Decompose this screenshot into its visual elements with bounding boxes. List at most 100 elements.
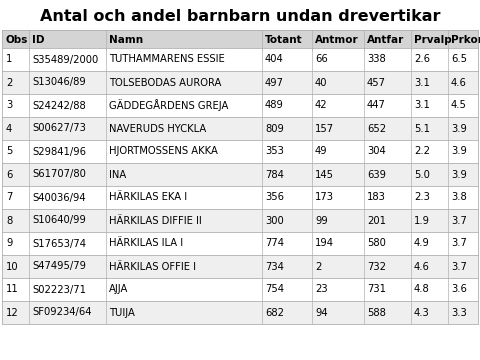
Text: 2.2: 2.2 xyxy=(414,147,430,157)
Text: Antmor: Antmor xyxy=(315,35,359,45)
Text: 11: 11 xyxy=(6,284,19,294)
Text: 4.8: 4.8 xyxy=(414,284,430,294)
Text: 40: 40 xyxy=(315,77,327,87)
Text: 9: 9 xyxy=(6,238,12,248)
Text: 2.3: 2.3 xyxy=(414,193,430,202)
Text: 3.9: 3.9 xyxy=(451,123,467,134)
Text: 489: 489 xyxy=(265,100,284,111)
Text: 4.5: 4.5 xyxy=(451,100,467,111)
Bar xyxy=(2,301,478,324)
Text: GÄDDEGÅRDENS GREJA: GÄDDEGÅRDENS GREJA xyxy=(109,100,228,112)
Text: 588: 588 xyxy=(367,307,386,318)
Bar xyxy=(2,117,478,140)
Text: 353: 353 xyxy=(265,147,284,157)
Text: INA: INA xyxy=(109,170,126,180)
Text: 42: 42 xyxy=(315,100,328,111)
Text: 4.6: 4.6 xyxy=(451,77,467,87)
Text: Totant: Totant xyxy=(265,35,302,45)
Text: 183: 183 xyxy=(367,193,386,202)
Text: 1.9: 1.9 xyxy=(414,216,430,225)
Text: 6.5: 6.5 xyxy=(451,54,467,64)
Text: 652: 652 xyxy=(367,123,386,134)
Text: 173: 173 xyxy=(315,193,334,202)
Text: 10: 10 xyxy=(6,261,19,271)
Text: 639: 639 xyxy=(367,170,386,180)
Text: 157: 157 xyxy=(315,123,334,134)
Text: S13046/89: S13046/89 xyxy=(32,77,86,87)
Text: 774: 774 xyxy=(265,238,284,248)
Text: 3.7: 3.7 xyxy=(451,238,467,248)
Text: 12: 12 xyxy=(6,307,19,318)
Text: S40036/94: S40036/94 xyxy=(32,193,85,202)
Bar xyxy=(2,186,478,209)
Text: 4.9: 4.9 xyxy=(414,238,430,248)
Text: 194: 194 xyxy=(315,238,334,248)
Text: 3.9: 3.9 xyxy=(451,147,467,157)
Text: 682: 682 xyxy=(265,307,284,318)
Text: 300: 300 xyxy=(265,216,284,225)
Text: HÄRKILAS DIFFIE II: HÄRKILAS DIFFIE II xyxy=(109,216,202,225)
Text: Prkorr: Prkorr xyxy=(451,35,480,45)
Text: 8: 8 xyxy=(6,216,12,225)
Text: HÄRKILAS ILA I: HÄRKILAS ILA I xyxy=(109,238,183,248)
Text: 734: 734 xyxy=(265,261,284,271)
Text: S29841/96: S29841/96 xyxy=(32,147,86,157)
Text: Antfar: Antfar xyxy=(367,35,404,45)
Text: 457: 457 xyxy=(367,77,386,87)
Text: NAVERUDS HYCKLA: NAVERUDS HYCKLA xyxy=(109,123,206,134)
Bar xyxy=(2,278,478,301)
Text: 497: 497 xyxy=(265,77,284,87)
Text: TUIJA: TUIJA xyxy=(109,307,135,318)
Text: 809: 809 xyxy=(265,123,284,134)
Text: 94: 94 xyxy=(315,307,328,318)
Text: S61707/80: S61707/80 xyxy=(32,170,86,180)
Text: 3.8: 3.8 xyxy=(451,193,467,202)
Text: S47495/79: S47495/79 xyxy=(32,261,86,271)
Text: 580: 580 xyxy=(367,238,386,248)
Text: TOLSEBODAS AURORA: TOLSEBODAS AURORA xyxy=(109,77,221,87)
Text: 1: 1 xyxy=(6,54,12,64)
Text: S02223/71: S02223/71 xyxy=(32,284,86,294)
Text: Obs: Obs xyxy=(6,35,28,45)
Text: 3.7: 3.7 xyxy=(451,216,467,225)
Bar xyxy=(2,94,478,117)
Text: S10640/99: S10640/99 xyxy=(32,216,86,225)
Text: 5: 5 xyxy=(6,147,12,157)
Text: 23: 23 xyxy=(315,284,328,294)
Text: 49: 49 xyxy=(315,147,328,157)
Text: ID: ID xyxy=(32,35,45,45)
Text: TUTHAMMARENS ESSIE: TUTHAMMARENS ESSIE xyxy=(109,54,225,64)
Text: Prvalp: Prvalp xyxy=(414,35,452,45)
Text: 3.7: 3.7 xyxy=(451,261,467,271)
Text: 5.0: 5.0 xyxy=(414,170,430,180)
Bar xyxy=(2,163,478,186)
Text: 201: 201 xyxy=(367,216,386,225)
Text: HÄRKILAS OFFIE I: HÄRKILAS OFFIE I xyxy=(109,261,196,271)
Text: SF09234/64: SF09234/64 xyxy=(32,307,92,318)
Text: 731: 731 xyxy=(367,284,386,294)
Text: HJORTMOSSENS AKKA: HJORTMOSSENS AKKA xyxy=(109,147,218,157)
Text: 447: 447 xyxy=(367,100,386,111)
Text: HÄRKILAS EKA I: HÄRKILAS EKA I xyxy=(109,193,187,202)
Text: 304: 304 xyxy=(367,147,386,157)
Text: 356: 356 xyxy=(265,193,284,202)
Text: S24242/88: S24242/88 xyxy=(32,100,86,111)
Text: Antal och andel barnbarn undan drevertikar: Antal och andel barnbarn undan drevertik… xyxy=(40,9,440,24)
Text: S17653/74: S17653/74 xyxy=(32,238,86,248)
Text: 3.9: 3.9 xyxy=(451,170,467,180)
Text: 3: 3 xyxy=(6,100,12,111)
Text: 404: 404 xyxy=(265,54,284,64)
Text: 5.1: 5.1 xyxy=(414,123,430,134)
Bar xyxy=(2,71,478,94)
Bar xyxy=(2,48,478,71)
Text: S00627/73: S00627/73 xyxy=(32,123,86,134)
Bar xyxy=(2,209,478,232)
Text: AJJA: AJJA xyxy=(109,284,128,294)
Text: Namn: Namn xyxy=(109,35,143,45)
Text: 2.6: 2.6 xyxy=(414,54,430,64)
Bar xyxy=(2,140,478,163)
Text: 784: 784 xyxy=(265,170,284,180)
Text: 2: 2 xyxy=(6,77,12,87)
Text: 99: 99 xyxy=(315,216,328,225)
Text: 4: 4 xyxy=(6,123,12,134)
